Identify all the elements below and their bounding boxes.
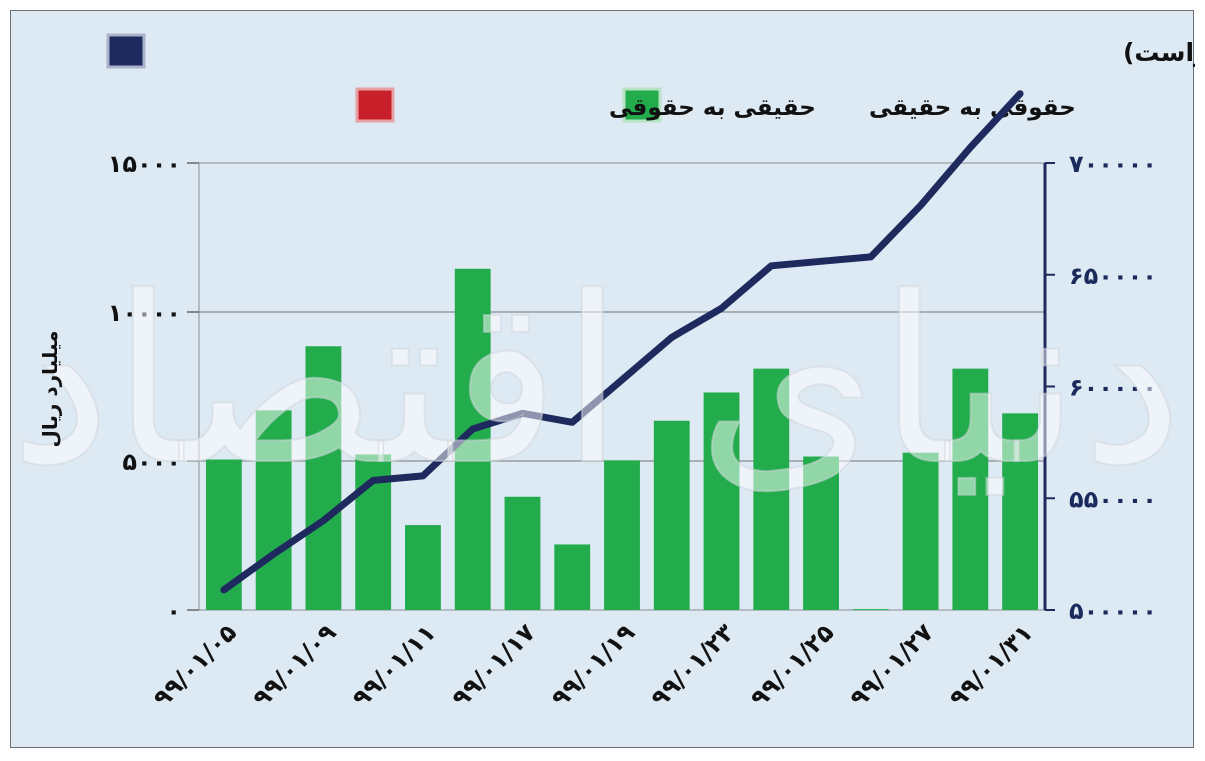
legend-label-legal-to-real: حقیقی به حقوقی	[609, 95, 816, 121]
y-left-tick-label: ۱۵۰۰۰	[108, 150, 181, 178]
y-right-tick-label: ۶۵۰۰۰۰	[1069, 262, 1157, 290]
bar	[554, 544, 591, 610]
x-tick-label: ۹۹/۰۱/۰۵	[148, 618, 242, 712]
watermark: دنیای اقتصاد	[11, 249, 1183, 516]
y-left-tick-label: ۵۰۰۰	[122, 448, 181, 476]
bar	[952, 368, 989, 610]
legend-label-real-to-legal: حقوقی به حقیقی	[869, 95, 1076, 121]
y-right-tick-label: ۵۰۰۰۰۰	[1069, 597, 1157, 625]
bar	[1002, 413, 1039, 610]
legend-swatch-legal-to-real	[355, 87, 395, 123]
x-tick-label: ۹۹/۰۱/۱۷	[446, 618, 541, 713]
y-right-tick-label: ۵۵۰۰۰۰	[1069, 485, 1157, 513]
x-tick-label: ۹۹/۰۱/۰۹	[247, 618, 342, 713]
bar	[753, 368, 790, 610]
bar	[255, 410, 292, 610]
bar	[504, 496, 541, 610]
x-tick-label: ۹۹/۰۱/۱۹	[546, 618, 641, 713]
y-right-tick-label: ۷۰۰۰۰۰	[1069, 150, 1157, 178]
y-left-tick-label: ۰	[166, 597, 181, 625]
bar	[604, 460, 640, 610]
bar	[305, 346, 342, 610]
legend-swatch-index	[106, 33, 146, 69]
chart-svg: تغییر مالکیت میان سهامداران (محور چپ) و …	[11, 33, 1195, 713]
bar	[653, 420, 690, 610]
x-tick-label: ۹۹/۰۱/۳۱	[944, 618, 1038, 712]
bar	[405, 525, 441, 610]
chart-frame: تغییر مالکیت میان سهامداران (محور چپ) و …	[10, 10, 1195, 748]
legend-swatch-real-to-legal	[622, 87, 662, 123]
x-tick-label: ۹۹/۰۱/۲۳	[645, 618, 740, 713]
y-left-axis-label: میلیارد ریال	[38, 330, 62, 447]
bar	[902, 452, 939, 610]
bar	[703, 392, 740, 610]
y-left-tick-label: ۱۰۰۰۰	[108, 299, 181, 327]
bar	[803, 456, 839, 610]
chart-title: تغییر مالکیت میان سهامداران (محور چپ) و …	[1123, 38, 1195, 68]
x-tick-label: ۹۹/۰۱/۲۵	[745, 618, 839, 712]
bar	[852, 609, 889, 611]
x-tick-label: ۹۹/۰۱/۲۷	[844, 618, 939, 713]
y-right-tick-label: ۶۰۰۰۰۰	[1069, 374, 1157, 402]
index-line	[220, 90, 1024, 594]
x-tick-label: ۹۹/۰۱/۱۱	[347, 618, 441, 712]
